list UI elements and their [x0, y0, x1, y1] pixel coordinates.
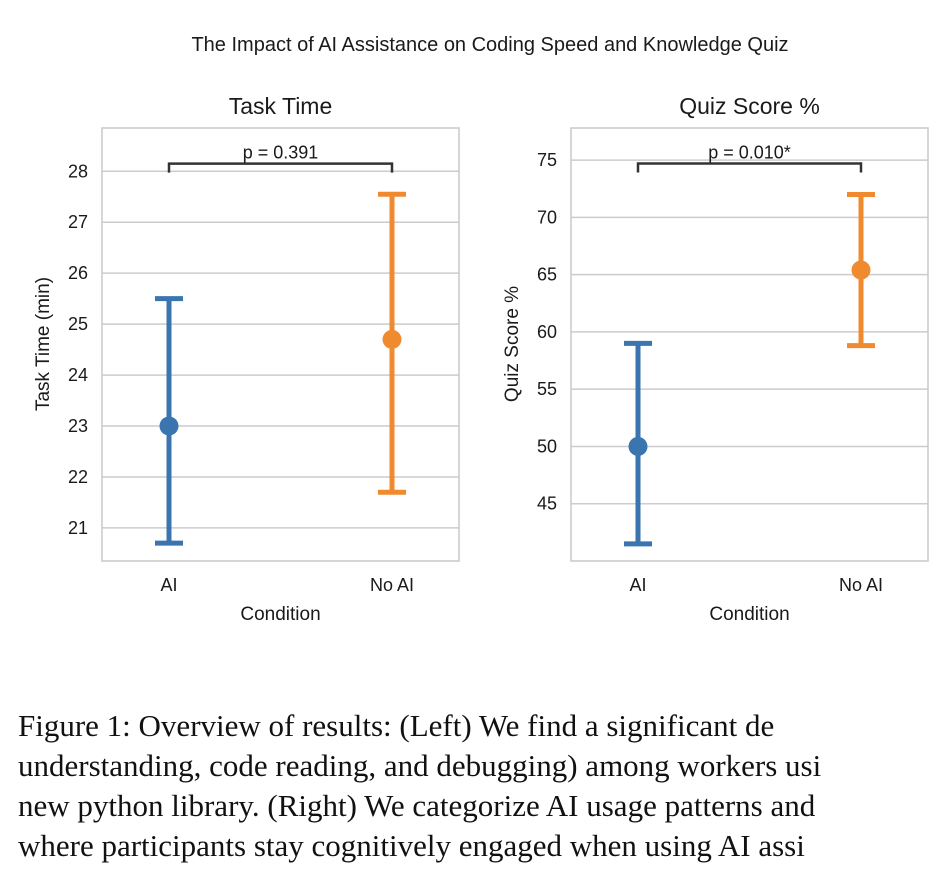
chart-title: Quiz Score %	[679, 93, 820, 119]
y-tick-label: 25	[68, 314, 88, 334]
figure-title: The Impact of AI Assistance on Coding Sp…	[191, 34, 788, 56]
y-tick-label: 50	[537, 436, 557, 456]
plot-frame	[570, 127, 929, 562]
caption-line: Figure 1: Overview of results: (Left) We…	[18, 708, 775, 743]
y-tick-label: 24	[68, 365, 88, 385]
significance-bracket	[167, 162, 394, 173]
significance-bracket	[636, 162, 863, 173]
y-tick-label: 65	[537, 265, 557, 285]
caption-line: understanding, code reading, and debuggi…	[18, 748, 822, 783]
y-tick-label: 70	[537, 207, 557, 227]
y-tick-label: 27	[68, 212, 88, 232]
bracket-line	[167, 162, 394, 173]
plot-frame	[101, 127, 460, 562]
mean-point	[382, 329, 402, 349]
y-tick-labels: 45 50 55 60 65 70 75	[537, 150, 557, 514]
y-tick-label: 23	[68, 416, 88, 436]
y-tick-label: 45	[537, 494, 557, 514]
y-tick-label: 28	[68, 161, 88, 181]
x-axis-label: Condition	[240, 604, 320, 625]
p-value-label: p = 0.010*	[708, 143, 791, 163]
x-tick-label-ai: AI	[629, 575, 646, 595]
y-axis-label: Task Time (min)	[33, 277, 54, 411]
y-tick-label: 21	[68, 518, 88, 538]
caption-line: new python library. (Right) We categoriz…	[18, 788, 816, 823]
x-tick-label-no-ai: No AI	[839, 575, 883, 595]
series	[624, 191, 875, 547]
chart-title: Task Time	[229, 93, 333, 119]
x-axis-label: Condition	[709, 604, 789, 625]
caption-line: where participants stay cognitively enga…	[18, 828, 805, 863]
gridlines	[102, 170, 459, 529]
y-tick-label: 55	[537, 379, 557, 399]
series	[155, 191, 406, 546]
y-tick-labels: 21 22 23 24 25 26 27 28	[68, 161, 88, 538]
chart-quiz-score: Quiz Score % 45 50 55 60 65 70 75 p = 0.010* A…	[502, 93, 929, 625]
x-tick-label-no-ai: No AI	[370, 575, 414, 595]
mean-point	[159, 416, 179, 436]
p-value-label: p = 0.391	[243, 143, 319, 163]
y-tick-label: 22	[68, 467, 88, 487]
figure-caption: Figure 1: Overview of results: (Left) We…	[18, 706, 936, 866]
gridlines	[571, 159, 928, 505]
y-tick-label: 26	[68, 263, 88, 283]
bracket-line	[636, 162, 863, 173]
y-axis-label: Quiz Score %	[502, 286, 523, 402]
y-tick-label: 75	[537, 150, 557, 170]
mean-point	[851, 260, 871, 280]
mean-point	[628, 436, 648, 456]
x-tick-label-ai: AI	[160, 575, 177, 595]
y-tick-label: 60	[537, 322, 557, 342]
